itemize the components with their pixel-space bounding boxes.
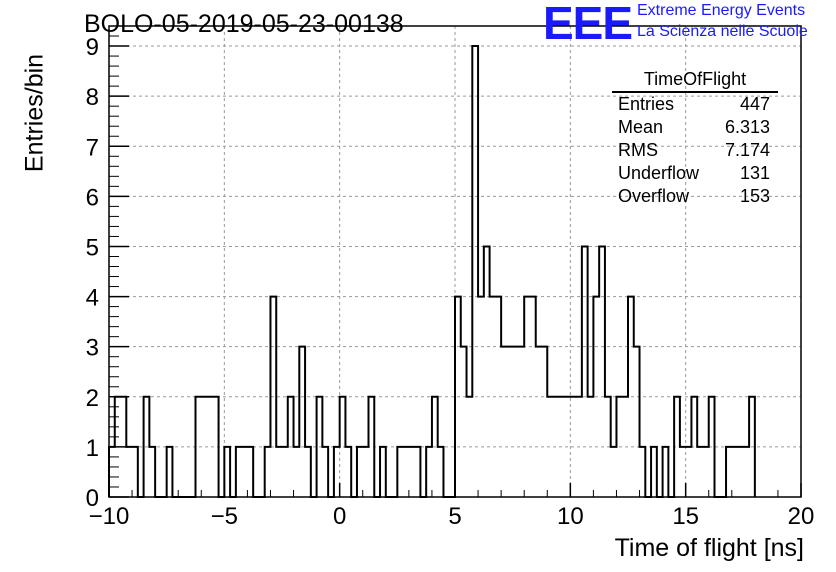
stats-title: TimeOfFlight bbox=[612, 68, 778, 93]
axis-ticks bbox=[108, 25, 802, 498]
stats-label: RMS bbox=[618, 140, 658, 160]
x-tick-label: 20 bbox=[788, 503, 815, 530]
y-tick-label: 9 bbox=[86, 34, 99, 61]
y-tick-label: 8 bbox=[86, 84, 99, 111]
stats-row-rms: RMS 7.174 bbox=[612, 139, 778, 162]
x-axis-label: Time of flight [ns] bbox=[614, 534, 804, 562]
stats-label: Overflow bbox=[618, 186, 690, 206]
stats-label: Mean bbox=[618, 117, 664, 137]
stats-label: Underflow bbox=[618, 163, 700, 183]
stats-row-entries: Entries 447 bbox=[612, 93, 778, 116]
y-tick-label: 1 bbox=[86, 435, 99, 462]
plot-title: BOLO-05-2019-05-23-00138 bbox=[84, 10, 404, 38]
x-tick-label: −5 bbox=[211, 503, 238, 530]
y-tick-label: 7 bbox=[86, 134, 99, 161]
eee-logo-line2: La Scienza nelle Scuole bbox=[637, 23, 808, 40]
y-tick-label: 2 bbox=[86, 385, 99, 412]
x-tick-label: 10 bbox=[557, 503, 584, 530]
y-tick-label: 4 bbox=[86, 285, 99, 312]
x-tick-label: 15 bbox=[672, 503, 699, 530]
stats-row-underflow: Underflow 131 bbox=[612, 162, 778, 185]
stats-row-overflow: Overflow 153 bbox=[612, 185, 778, 208]
stats-value: 153 bbox=[739, 186, 770, 206]
axis-tick-labels: −10 −5 0 5 10 15 20 0 1 2 3 4 5 6 7 8 9 bbox=[86, 34, 815, 530]
stats-value: 7.174 bbox=[724, 140, 770, 160]
x-tick-label: −10 bbox=[89, 503, 130, 530]
y-tick-label: 5 bbox=[86, 234, 99, 261]
eee-logo: EEE bbox=[543, 0, 633, 49]
stats-box: TimeOfFlight Entries 447 Mean 6.313 RMS … bbox=[612, 68, 778, 208]
stats-value: 131 bbox=[739, 163, 770, 183]
x-tick-label: 0 bbox=[333, 503, 346, 530]
y-axis-label: Entries/bin bbox=[20, 53, 49, 173]
y-tick-label: 3 bbox=[86, 335, 99, 362]
stats-value: 6.313 bbox=[724, 117, 770, 137]
stats-label: Entries bbox=[618, 94, 675, 114]
y-tick-label: 6 bbox=[86, 184, 99, 211]
eee-logo-line1: Extreme Energy Events bbox=[637, 2, 806, 19]
stats-row-mean: Mean 6.313 bbox=[612, 116, 778, 139]
x-tick-label: 5 bbox=[448, 503, 461, 530]
stats-value: 447 bbox=[739, 94, 770, 114]
y-tick-label: 0 bbox=[86, 485, 99, 512]
